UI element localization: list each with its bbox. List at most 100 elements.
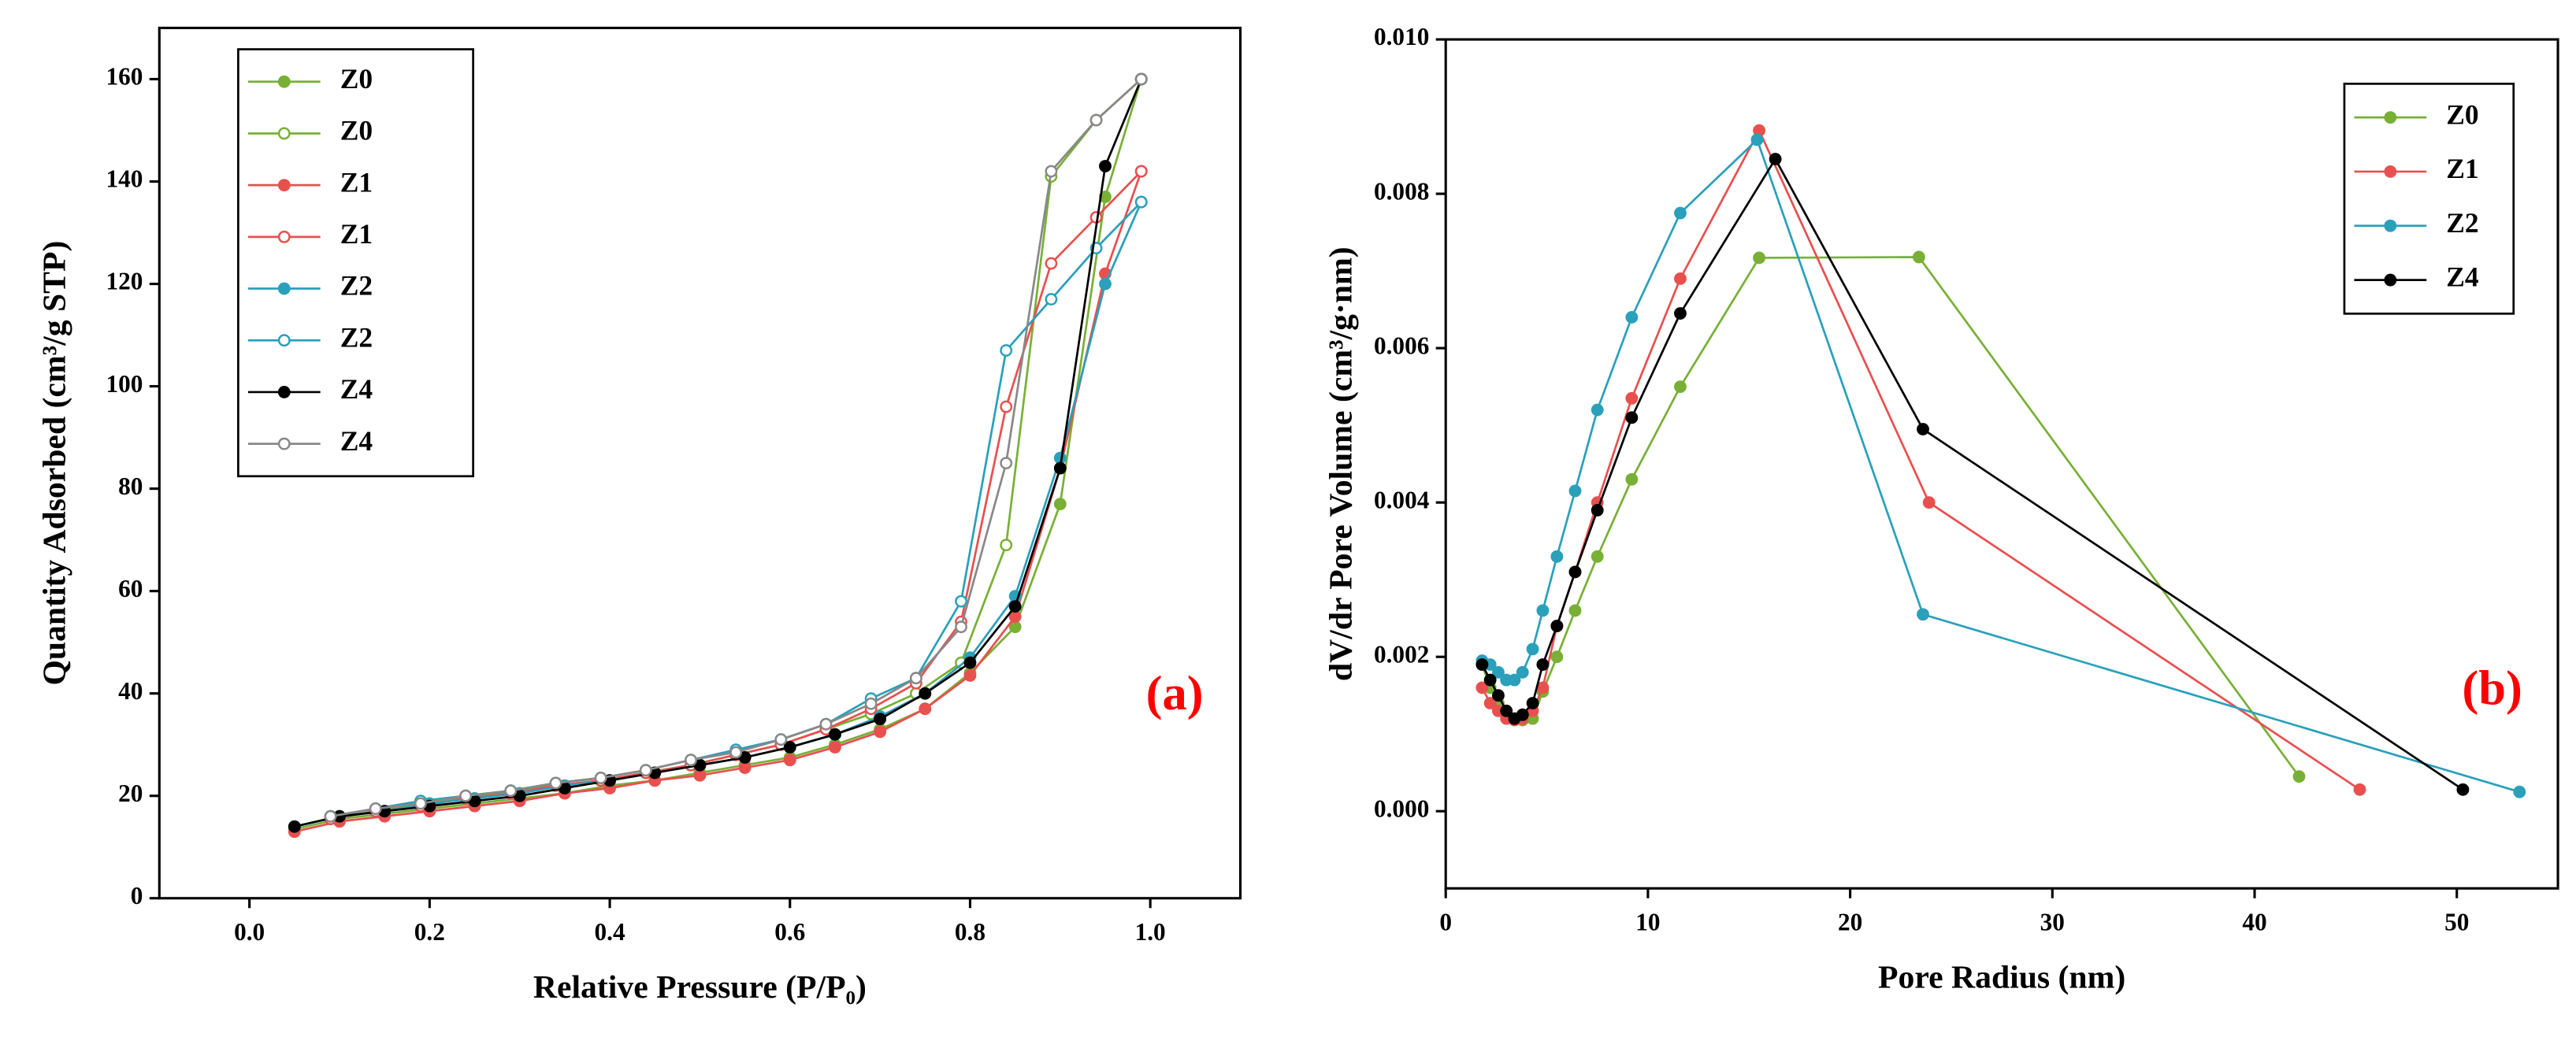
- data-point: [909, 672, 922, 685]
- y-tick-label: 160: [106, 63, 143, 91]
- legend-marker: [2384, 273, 2397, 287]
- y-tick-label: 0.002: [1374, 640, 1429, 668]
- data-point: [685, 754, 697, 767]
- data-point: [1917, 423, 1929, 435]
- data-point: [738, 761, 752, 774]
- data-point: [955, 620, 967, 634]
- data-point: [693, 758, 707, 772]
- data-point: [1625, 472, 1639, 486]
- series-line: [1481, 256, 2300, 777]
- legend-marker: [277, 179, 291, 192]
- data-point: [1922, 496, 1936, 509]
- legend-label: Z1: [2446, 153, 2478, 184]
- data-point: [829, 728, 841, 741]
- data-point: [639, 764, 652, 777]
- y-tick-label: 0.008: [1374, 177, 1429, 205]
- legend-marker: [277, 437, 291, 450]
- series-line: [294, 171, 1143, 833]
- legend-marker: [2384, 219, 2397, 232]
- data-point: [1550, 550, 1564, 563]
- data-point: [963, 669, 977, 682]
- data-point: [1516, 665, 1529, 679]
- y-tick-label: 80: [118, 472, 143, 500]
- data-point: [1089, 113, 1103, 127]
- data-point: [1483, 673, 1497, 687]
- data-point: [1625, 311, 1639, 324]
- data-point: [513, 789, 526, 802]
- y-tick-label: 40: [118, 677, 143, 705]
- data-point: [783, 754, 796, 767]
- data-point: [1591, 504, 1604, 517]
- legend-marker: [277, 75, 291, 88]
- data-point: [2353, 783, 2366, 796]
- data-point: [729, 746, 743, 759]
- data-point: [2513, 785, 2526, 798]
- annotation: (a): [1146, 665, 1204, 720]
- x-axis-title: Pore Radius (nm): [1878, 960, 2125, 996]
- data-point: [1008, 600, 1022, 613]
- x-axis-title: Relative Pressure (P/P₀): [533, 969, 867, 1006]
- data-point: [1000, 539, 1013, 552]
- data-point: [1099, 277, 1112, 291]
- data-point: [1492, 689, 1505, 702]
- data-point: [1526, 643, 1539, 656]
- data-point: [2292, 770, 2306, 783]
- x-tick-label: 0.4: [595, 918, 625, 946]
- legend-label: Z4: [2446, 261, 2479, 293]
- data-point: [919, 702, 932, 716]
- data-point: [829, 741, 841, 754]
- data-point: [504, 784, 518, 798]
- data-point: [459, 789, 473, 802]
- data-point: [774, 733, 788, 746]
- data-point: [1483, 697, 1497, 709]
- data-point: [1045, 293, 1058, 306]
- data-point: [1674, 307, 1687, 320]
- data-point: [1000, 400, 1013, 413]
- data-point: [874, 713, 887, 726]
- series-line: [294, 78, 1142, 828]
- legend-label: Z4: [340, 425, 373, 457]
- legend-marker: [277, 282, 291, 295]
- data-point: [414, 797, 427, 810]
- legend-box: [237, 48, 474, 478]
- data-point: [1674, 380, 1687, 394]
- data-point: [1099, 160, 1112, 172]
- data-point: [1045, 165, 1058, 178]
- data-point: [783, 741, 796, 754]
- legend-box: [2343, 83, 2515, 315]
- legend-label: Z0: [340, 115, 373, 146]
- y-tick-label: 0.010: [1374, 23, 1429, 50]
- x-tick-label: 20: [1838, 908, 1862, 935]
- data-point: [693, 768, 707, 782]
- data-point: [1492, 665, 1505, 679]
- plot-frame: [1444, 38, 2559, 890]
- data-point: [864, 697, 878, 710]
- data-point: [1568, 565, 1582, 579]
- data-point: [324, 809, 337, 823]
- data-point: [1134, 195, 1148, 209]
- legend-label: Z0: [2446, 98, 2478, 130]
- data-point: [1134, 165, 1148, 178]
- data-point: [1912, 250, 1925, 264]
- data-point: [594, 772, 607, 784]
- data-point: [1568, 484, 1582, 498]
- y-tick-label: 20: [118, 780, 143, 807]
- data-point: [1591, 403, 1604, 417]
- legend-label: Z2: [340, 321, 373, 353]
- data-point: [1917, 608, 1929, 621]
- x-tick-label: 0: [1439, 908, 1452, 935]
- y-tick-label: 140: [106, 165, 143, 193]
- data-point: [1008, 610, 1022, 624]
- legend-marker: [277, 127, 291, 140]
- plot-frame: [158, 26, 1242, 900]
- data-point: [1134, 72, 1148, 86]
- legend-marker: [277, 230, 291, 243]
- data-point: [549, 776, 562, 790]
- data-point: [1625, 391, 1639, 405]
- series-line: [294, 79, 1143, 831]
- legend-marker: [277, 385, 291, 398]
- y-tick-label: 100: [106, 370, 143, 398]
- legend-label: Z4: [340, 373, 373, 405]
- legend-label: Z0: [340, 63, 373, 94]
- data-point: [1475, 681, 1489, 694]
